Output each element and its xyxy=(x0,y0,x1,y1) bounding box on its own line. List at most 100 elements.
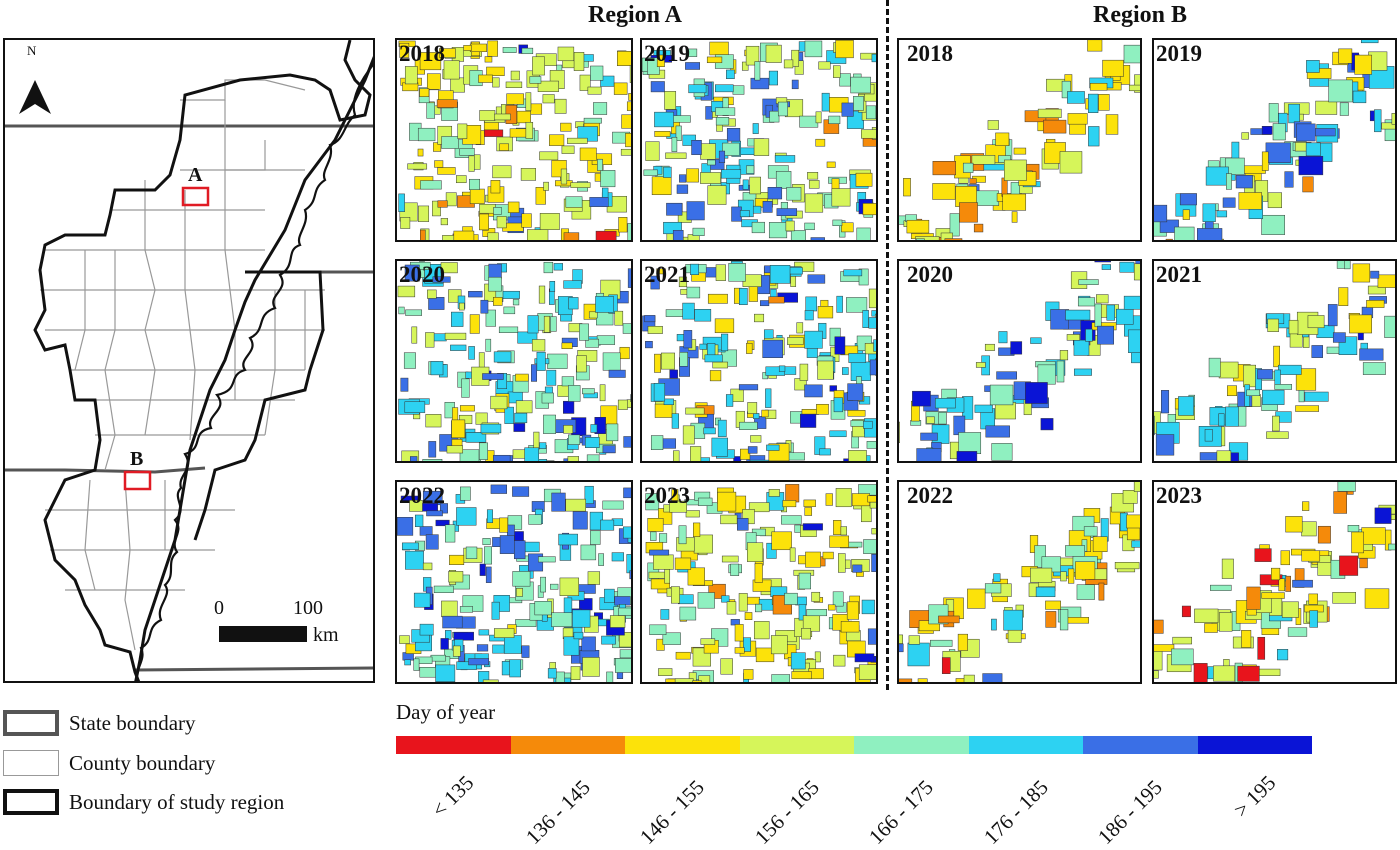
field-parcel xyxy=(786,221,794,231)
field-parcel xyxy=(1355,55,1372,74)
field-parcel xyxy=(1262,215,1285,234)
legend-study: Boundary of study region xyxy=(3,789,284,815)
field-parcel xyxy=(870,502,876,508)
field-parcel xyxy=(1030,338,1041,344)
field-parcel xyxy=(532,57,544,75)
field-parcel xyxy=(1232,142,1239,159)
field-parcel xyxy=(444,61,459,79)
field-parcel xyxy=(1316,101,1337,114)
field-parcel xyxy=(645,341,652,348)
field-parcel xyxy=(991,619,996,630)
field-parcel xyxy=(866,106,876,119)
field-parcel xyxy=(816,404,828,414)
field-parcel xyxy=(715,85,733,92)
field-parcel xyxy=(1268,193,1282,208)
field-parcel xyxy=(460,148,475,155)
field-parcel xyxy=(842,103,854,116)
field-parcel xyxy=(1099,94,1110,110)
field-parcel xyxy=(1012,212,1017,223)
colorbar-segment xyxy=(969,736,1084,754)
field-parcel xyxy=(716,265,726,281)
field-parcel xyxy=(1065,546,1084,557)
field-parcel xyxy=(770,265,790,283)
field-parcel xyxy=(1134,482,1140,492)
field-parcel xyxy=(604,589,614,602)
field-parcel xyxy=(549,135,564,146)
field-parcel xyxy=(1197,228,1222,240)
field-parcel xyxy=(477,645,488,652)
study-region-boundary xyxy=(195,272,323,540)
field-parcel xyxy=(993,574,1000,582)
field-parcel xyxy=(1222,559,1233,579)
field-parcel xyxy=(753,123,758,133)
field-parcel xyxy=(630,65,631,82)
field-parcel xyxy=(1243,365,1255,387)
field-parcel xyxy=(675,679,693,682)
field-parcel xyxy=(1173,637,1192,644)
field-parcel xyxy=(805,552,820,567)
field-parcel xyxy=(504,636,521,654)
scale-hundred-label: 100 xyxy=(293,597,323,620)
field-parcel xyxy=(601,170,616,186)
field-parcel xyxy=(564,233,579,240)
field-parcel xyxy=(595,296,613,312)
field-parcel xyxy=(426,414,441,427)
field-parcel xyxy=(623,527,631,538)
region-a-label: A xyxy=(188,164,202,187)
field-parcel xyxy=(1360,558,1368,567)
field-parcel xyxy=(792,80,798,89)
field-parcel xyxy=(590,197,609,206)
region-a-box xyxy=(183,188,208,205)
field-parcel xyxy=(717,492,736,511)
field-parcel xyxy=(823,552,834,559)
region-b-box xyxy=(125,472,150,489)
field-parcel xyxy=(561,123,572,131)
field-parcel xyxy=(861,506,871,522)
field-parcel xyxy=(525,448,539,461)
field-parcel xyxy=(1362,528,1386,545)
field-parcel xyxy=(770,111,779,122)
field-parcel xyxy=(1302,502,1309,511)
field-parcel xyxy=(400,636,410,644)
field-parcel xyxy=(708,186,726,205)
field-parcel xyxy=(449,555,464,565)
field-parcel xyxy=(1120,262,1134,272)
field-parcel xyxy=(494,207,502,214)
field-parcel xyxy=(612,553,624,561)
field-parcel xyxy=(687,287,700,298)
field-parcel xyxy=(405,660,411,665)
field-parcel xyxy=(1303,177,1314,192)
field-parcel xyxy=(1286,516,1303,532)
field-parcel xyxy=(1247,390,1260,396)
field-parcel xyxy=(615,658,631,672)
field-parcel xyxy=(704,428,716,434)
field-parcel xyxy=(1266,143,1291,163)
field-parcel xyxy=(1156,435,1174,456)
field-parcel xyxy=(849,450,867,461)
field-parcel xyxy=(985,344,994,350)
field-parcel xyxy=(976,362,985,367)
field-parcel xyxy=(750,436,761,443)
field-parcel xyxy=(617,51,631,65)
field-parcel xyxy=(683,303,695,319)
field-parcel xyxy=(527,230,548,240)
region-b-panel: 2020 xyxy=(897,259,1142,463)
field-parcel xyxy=(618,400,627,410)
field-parcel xyxy=(646,142,659,161)
field-parcel xyxy=(933,183,956,199)
field-parcel xyxy=(693,681,702,682)
field-parcel xyxy=(454,231,474,240)
field-parcel xyxy=(958,634,968,650)
field-parcel xyxy=(481,300,488,313)
field-parcel xyxy=(700,144,715,160)
field-parcel xyxy=(862,600,875,614)
field-parcel xyxy=(861,130,876,139)
field-parcel xyxy=(863,310,869,327)
field-parcel xyxy=(673,230,683,240)
field-parcel xyxy=(550,317,556,332)
field-parcel xyxy=(1067,334,1080,340)
field-parcel xyxy=(828,605,835,610)
field-parcel xyxy=(661,353,674,369)
field-parcel xyxy=(468,291,482,297)
field-parcel xyxy=(1353,91,1366,103)
